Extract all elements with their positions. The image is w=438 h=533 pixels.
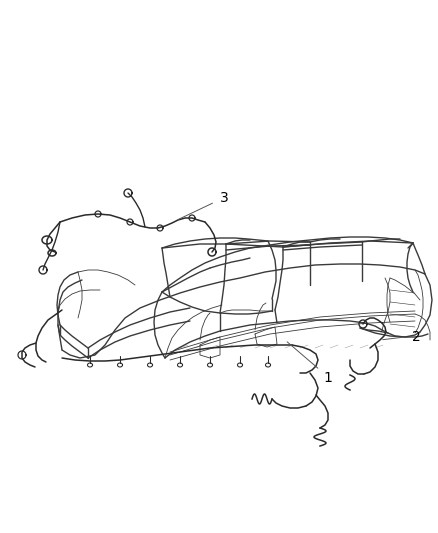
Text: 2: 2 xyxy=(412,330,420,344)
Text: 3: 3 xyxy=(219,191,228,205)
Text: 1: 1 xyxy=(324,371,332,385)
